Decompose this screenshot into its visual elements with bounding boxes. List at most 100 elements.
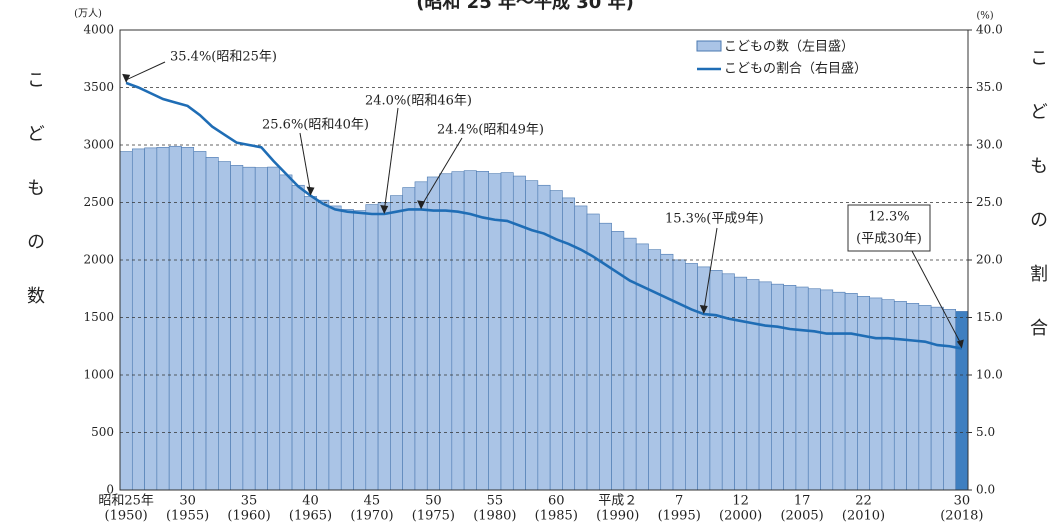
legend-label: こどもの割合（右目盛） (724, 61, 867, 77)
x-tick-label: (1965) (289, 509, 332, 524)
y2-tick-label: 30.0 (976, 138, 1003, 152)
y2-tick-label: 5.0 (976, 425, 995, 439)
bar (623, 237, 637, 491)
x-tick-label: (2000) (719, 509, 762, 524)
arrow-head (956, 339, 964, 349)
x-tick-label: (1980) (473, 509, 516, 524)
ratio-line (125, 81, 963, 350)
bar (426, 176, 440, 491)
bar (230, 165, 244, 491)
bar (205, 157, 219, 491)
x-tick-label: 平成２ (598, 494, 637, 509)
bar (390, 195, 403, 491)
x-tick-label: 7 (675, 494, 683, 509)
x-tick-label: 60 (548, 494, 565, 509)
x-tick-label: (1975) (412, 509, 455, 524)
x-tick-label: (1955) (166, 509, 209, 524)
annotation: 35.4%(昭和25年) (170, 50, 277, 65)
bar (832, 291, 846, 491)
annotation: 12.3% (868, 210, 909, 225)
y2-tick-label: 25.0 (976, 195, 1003, 209)
bar (316, 199, 330, 491)
y-tick-label: 4000 (83, 23, 114, 37)
annotation-arrow (703, 227, 718, 312)
y2-tick-label: 0.0 (976, 483, 995, 497)
bar (353, 210, 367, 491)
bar (144, 147, 158, 491)
x-tick-label: 22 (855, 494, 872, 509)
y2-tick-label: 10.0 (976, 368, 1003, 382)
x-tick-label: (2005) (780, 509, 823, 524)
y-tick-label: 500 (91, 425, 114, 439)
y2-tick-label: 15.0 (976, 310, 1003, 324)
plot-frame (119, 29, 969, 491)
y-tick-label: 3000 (83, 138, 114, 152)
y2-tick-label: 20.0 (976, 253, 1003, 267)
bar (181, 147, 195, 491)
bar (537, 184, 551, 491)
bar (734, 276, 748, 491)
bar (881, 299, 895, 491)
bar (746, 279, 760, 491)
bar (304, 196, 317, 491)
annotation-box (847, 204, 931, 252)
bar (721, 273, 735, 491)
x-tick-label: (2010) (842, 509, 885, 524)
x-tick-label: 45 (364, 494, 381, 509)
arrow-head (380, 205, 389, 214)
bar (918, 305, 932, 491)
bar (844, 293, 858, 491)
y2-unit: (%) (976, 11, 993, 22)
arrow-head (306, 186, 315, 196)
y-tick-label: 1500 (83, 310, 114, 324)
bar (525, 180, 539, 491)
x-tick-label: 昭和25年 (98, 494, 154, 509)
bar (267, 166, 281, 491)
annotation-arrow (299, 132, 311, 193)
x-tick-label: (1985) (535, 509, 578, 524)
y2-tick-label: 40.0 (976, 23, 1003, 37)
y-tick-label: 3500 (83, 80, 114, 94)
y-tick-label: 2500 (83, 195, 114, 209)
legend-swatch (696, 40, 722, 52)
bar (930, 306, 944, 491)
annotation-arrow (383, 107, 399, 212)
bar (242, 166, 256, 491)
y-tick-label: 0 (106, 483, 114, 497)
y2-axis-title: こどもの割合 (1027, 48, 1048, 372)
x-tick-label: 12 (732, 494, 749, 509)
bar (365, 204, 379, 491)
annotation-arrow (420, 137, 463, 207)
x-tick-label: 30 (179, 494, 196, 509)
annotation: 15.3%(平成9年) (665, 212, 764, 227)
bar (291, 184, 305, 491)
bar (168, 145, 182, 491)
legend-label: こどもの数（左目盛） (724, 40, 854, 55)
bar (697, 266, 711, 491)
bar (402, 187, 416, 491)
bar (869, 297, 883, 491)
bar (131, 148, 145, 491)
bar (463, 170, 477, 491)
bar (377, 202, 391, 491)
y-tick-label: 2000 (83, 253, 114, 267)
bar (451, 171, 465, 491)
x-tick-label: (1970) (350, 509, 393, 524)
bar (943, 309, 957, 491)
x-tick-label: (1990) (596, 509, 639, 524)
bar (893, 301, 907, 491)
bar (549, 190, 563, 491)
x-tick-label: 35 (241, 494, 258, 509)
y2-tick-label: 35.0 (976, 80, 1003, 94)
chart-title: (昭和 25 年〜平成 30 年) (416, 0, 634, 13)
annotation: 24.4%(昭和49年) (437, 123, 544, 138)
bar (254, 167, 268, 491)
annotation-arrow (911, 250, 963, 346)
annotation: 25.6%(昭和40年) (262, 118, 369, 133)
x-tick-label: 17 (794, 494, 811, 509)
bar (906, 303, 920, 491)
x-tick-label: 50 (425, 494, 442, 509)
x-tick-label: (2018) (940, 509, 983, 524)
bar (807, 288, 821, 491)
